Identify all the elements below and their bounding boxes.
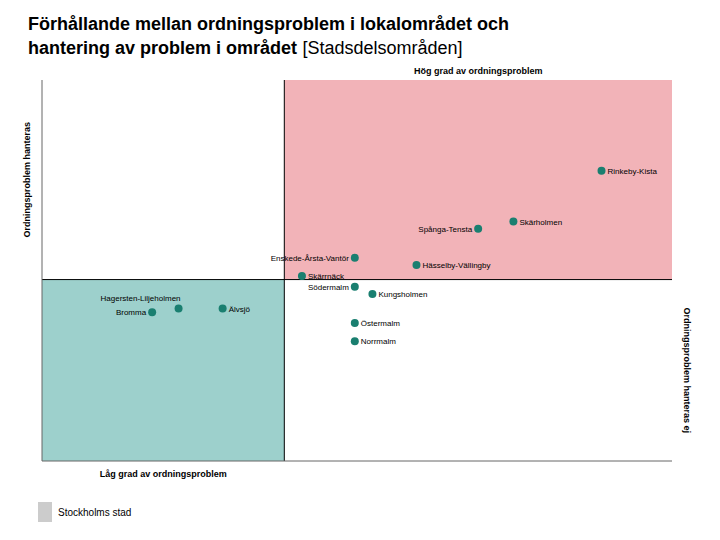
svg-text:Ordningsproblem hanteras: Ordningsproblem hanteras [22, 122, 32, 238]
svg-text:Norrmalm: Norrmalm [361, 337, 396, 346]
svg-text:Östermalm: Östermalm [361, 319, 400, 328]
svg-text:Skärrnäck: Skärrnäck [308, 272, 345, 281]
html-text:hantering av problem i området: hantering av problem i området [Stadsdel… [28, 38, 463, 58]
svg-text:Hässelby-Vällingby: Hässelby-Vällingby [422, 261, 490, 270]
svg-text:Södermalm: Södermalm [308, 283, 349, 292]
svg-text:Ordningsproblem hanteras ej: Ordningsproblem hanteras ej [682, 308, 692, 434]
svg-text:Hagersten-Liljeholmen: Hagersten-Liljeholmen [101, 294, 181, 303]
html-text:Stockholms stad: Stockholms stad [58, 506, 132, 518]
svg-text:Hög grad av ordningsproblem: Hög grad av ordningsproblem [414, 66, 543, 76]
html-text:Förhållande mellan ordningspro: Förhållande mellan ordningsproblem i lok… [28, 14, 510, 34]
svg-text:Låg grad av ordningsproblem: Låg grad av ordningsproblem [100, 469, 227, 479]
svg-text:Älvsjö: Älvsjö [229, 305, 251, 314]
svg-text:Skärholmen: Skärholmen [519, 218, 562, 227]
svg-text:Enskede-Årsta-Vantör: Enskede-Årsta-Vantör [271, 254, 349, 263]
svg-text:Rinkeby-Kista: Rinkeby-Kista [608, 167, 658, 176]
svg-text:Kungsholmen: Kungsholmen [378, 290, 427, 299]
svg-text:Spånga-Tensta: Spånga-Tensta [418, 225, 472, 234]
svg-text:Bromma: Bromma [116, 308, 147, 317]
